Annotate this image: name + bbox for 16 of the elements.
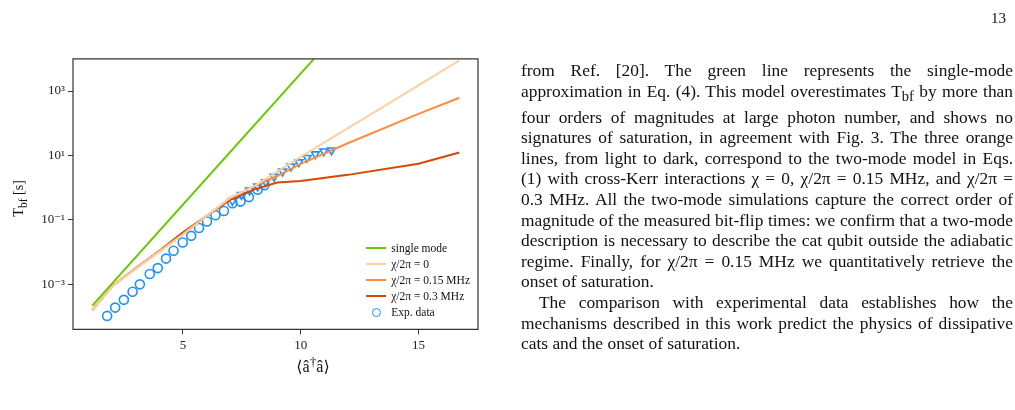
y-tick-label: 10⁻³: [41, 275, 66, 291]
y-tick-label: 10⁻¹: [41, 211, 66, 227]
x-axis-title: ⟨â$^{†}$â⟩: [295, 354, 331, 377]
legend-label: Exp. data: [391, 305, 435, 320]
text: from Ref. [20]. The green line represents the single-mode approximation in Eq. (4). This model overestimates T$_{bf}$ by more than four orders of magnitudes at large photon number, and shows no signatures of saturation, in agreement with Fig. 3. The three orange lines, from light to dark, correspond to the two-mode model in Eqs. (1) with cross-Kerr interactions χ = 0, χ/2π = 0.15 MHz, and χ/2π = 0.3 MHz. All the two-mode simulations capture the correct order of magnitude of the measured bit-flip times: we confirm that a two-mode description is necessary to describe the cat qubit outside the adiabatic regime. Finally, for χ/2π = 0.15 MHz we quantitatively retrieve the onset of saturation.: [521, 60, 1014, 292]
legend-label: single mode: [391, 241, 448, 256]
x-tick-label: 10: [294, 336, 308, 352]
text: The comparison with experimental data establishes how the mechanisms described in this work predict the physics of dissipative cats and the onset of saturation.: [521, 292, 1013, 354]
y-tick-label: 10³: [48, 82, 66, 98]
x-tick-label: 15: [411, 336, 425, 352]
legend-label: χ/2π = 0.15 MHz: [391, 273, 470, 288]
text: 13: [991, 10, 1006, 27]
y-tick-label: 10¹: [48, 146, 66, 162]
legend-label: χ/2π = 0: [391, 257, 430, 272]
legend-label: χ/2π = 0.3 MHz: [391, 289, 465, 304]
x-tick-label: 5: [179, 336, 187, 352]
